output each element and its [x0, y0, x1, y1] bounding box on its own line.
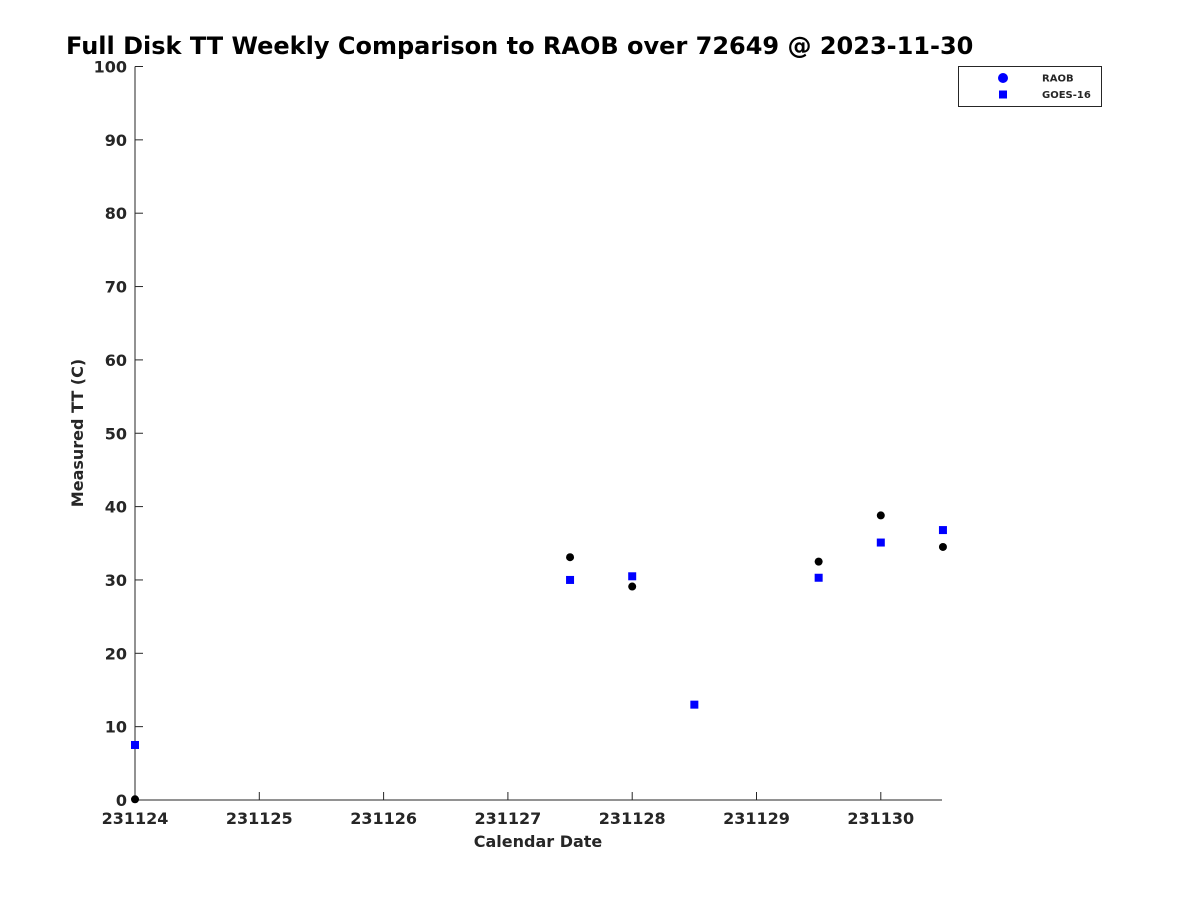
y-tick-label: 20: [105, 644, 127, 663]
x-tick-label: 231127: [475, 809, 542, 828]
y-axis-label: Measured TT (C): [68, 359, 87, 507]
raob-legend-marker: [998, 73, 1008, 83]
goes-16-point: [876, 538, 885, 547]
data-marks: [131, 511, 947, 804]
chart-title: Full Disk TT Weekly Comparison to RAOB o…: [66, 32, 973, 60]
x-tick-label: 231128: [599, 809, 666, 828]
y-tick-label: 30: [105, 571, 127, 590]
goes-16-point: [628, 572, 637, 581]
goes-16-point: [131, 740, 139, 749]
y-tick-label: 40: [105, 498, 127, 517]
legend-box: [958, 66, 1102, 107]
x-tick-label: 231125: [226, 809, 293, 828]
goes-16-point: [566, 575, 575, 584]
y-tick-label: 80: [105, 204, 127, 223]
y-tick-label: 60: [105, 351, 127, 370]
raob-point: [814, 557, 823, 566]
legend: RAOB GOES-16: [958, 66, 1102, 107]
raob-point: [876, 511, 885, 520]
raob-point: [628, 582, 637, 591]
raob-point: [566, 553, 575, 562]
x-tick-label: 231130: [847, 809, 914, 828]
x-axis-label: Calendar Date: [474, 832, 603, 851]
y-tick-label: 50: [105, 424, 127, 443]
goes-16-legend-label: GOES-16: [1042, 90, 1091, 101]
legend-entries: RAOB GOES-16: [998, 73, 1091, 101]
goes-16-point: [938, 526, 947, 535]
y-tick-label: 100: [94, 58, 127, 77]
x-tick-label: 231129: [723, 809, 790, 828]
goes-16-point: [814, 573, 823, 582]
x-tick-label: 231124: [102, 809, 169, 828]
y-axis-ticks: 0 10 20 30 40 50 60 70 80 90 100: [94, 58, 143, 810]
x-axis-ticks: 231124 231125 231126 231127 231128 231129 2311…: [102, 792, 914, 828]
x-tick-label: 231126: [350, 809, 417, 828]
goes-16-legend-marker: [999, 90, 1007, 99]
raob-point: [131, 795, 139, 804]
y-tick-label: 10: [105, 718, 127, 737]
y-tick-label: 90: [105, 131, 127, 150]
y-tick-label: 70: [105, 278, 127, 297]
goes-16-point: [690, 700, 699, 709]
y-tick-label: 0: [116, 791, 127, 810]
raob-legend-label: RAOB: [1042, 74, 1074, 85]
raob-point: [938, 542, 947, 551]
